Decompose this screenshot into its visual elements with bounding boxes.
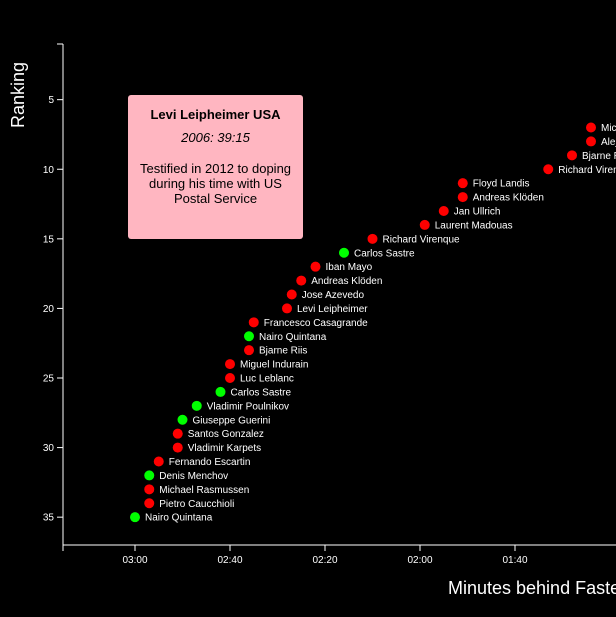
point-label: Francesco Casagrande	[264, 318, 368, 329]
data-point[interactable]	[286, 289, 297, 300]
point-label: Carlos Sastre	[231, 387, 292, 398]
tooltip-note: Testified in 2012 to doping during his t…	[139, 161, 292, 206]
data-points: Michael Rasmussen Alejandro Valverde Bjarn…	[130, 122, 616, 524]
data-point[interactable]	[144, 498, 155, 509]
y-tick-label: 15	[43, 234, 55, 245]
point-label: Floyd Landis	[473, 179, 530, 190]
data-point[interactable]	[586, 122, 596, 133]
data-point[interactable]	[310, 261, 321, 272]
point-label: Andreas Klöden	[473, 193, 544, 204]
y-tick-label: 10	[43, 165, 55, 176]
x-tick-label: 02:40	[217, 555, 242, 566]
point-label: Denis Menchov	[159, 471, 228, 482]
y-tick-label: 20	[43, 304, 55, 315]
point-label: Luc Leblanc	[240, 374, 294, 385]
data-point[interactable]	[172, 442, 183, 453]
point-label: Bjarne Riis	[259, 346, 307, 357]
point-label: Bjarne Riis	[582, 151, 616, 162]
data-point[interactable]	[191, 400, 202, 411]
point-label: Richard Virenque	[558, 165, 616, 176]
data-point[interactable]	[457, 192, 468, 203]
point-label: Fernando Escartin	[169, 457, 251, 468]
point-label: Miguel Indurain	[240, 360, 308, 371]
data-point[interactable]	[144, 484, 155, 495]
x-axis-title: Minutes behind Fastest Time	[448, 578, 616, 598]
data-point[interactable]	[339, 247, 349, 258]
x-tick-label: 02:00	[407, 555, 432, 566]
point-label: Michael Rasmussen	[159, 485, 249, 496]
point-label: Carlos Sastre	[354, 248, 415, 259]
point-label: Vladimir Karpets	[188, 443, 261, 454]
point-label: Michael Rasmussen	[601, 123, 616, 134]
data-point[interactable]	[225, 359, 235, 370]
y-tick-label: 30	[43, 443, 55, 454]
tooltip-time: 2006: 39:15	[181, 130, 250, 145]
point-label: Pietro Caucchioli	[159, 499, 234, 510]
point-label: Giuseppe Guerini	[193, 415, 271, 426]
y-tick-label: 5	[48, 95, 54, 106]
data-point[interactable]	[296, 275, 307, 286]
data-point[interactable]	[586, 136, 596, 147]
y-axis-title: Ranking	[8, 62, 28, 128]
point-label: Levi Leipheimer	[297, 304, 368, 315]
data-point[interactable]	[457, 178, 468, 189]
point-label: Nairo Quintana	[145, 513, 213, 524]
data-point[interactable]	[215, 386, 226, 397]
data-point[interactable]	[153, 456, 164, 467]
point-label: Alejandro Valverde	[601, 137, 616, 148]
data-point[interactable]	[144, 470, 155, 481]
point-label: Jose Azevedo	[302, 290, 365, 301]
y-tick-label: 35	[43, 513, 55, 524]
data-point[interactable]	[244, 331, 254, 342]
data-point[interactable]	[419, 219, 430, 230]
rider-tooltip: Levi Leipheimer USA 2006: 39:15 Testifie…	[128, 95, 303, 239]
x-tick-label: 02:20	[312, 555, 337, 566]
y-tick-label: 25	[43, 374, 55, 385]
point-label: Laurent Madouas	[435, 220, 513, 231]
data-point[interactable]	[367, 233, 378, 244]
point-label: Richard Virenque	[383, 234, 461, 245]
data-point[interactable]	[248, 317, 259, 328]
data-point[interactable]	[567, 150, 577, 161]
point-label: Jan Ullrich	[454, 207, 501, 218]
point-label: Andreas Klöden	[311, 276, 382, 287]
data-point[interactable]	[177, 414, 188, 425]
point-label: Iban Mayo	[326, 262, 373, 273]
point-label: Nairo Quintana	[259, 332, 327, 343]
data-point[interactable]	[172, 428, 183, 439]
point-label: Vladimir Poulnikov	[207, 401, 289, 412]
data-point[interactable]	[225, 373, 235, 383]
x-axis: 03:00 02:40 02:20 02:00 01:40	[62, 544, 616, 566]
tooltip-rider-name: Levi Leipheimer USA	[150, 107, 281, 122]
data-point[interactable]	[282, 303, 292, 314]
data-point[interactable]	[244, 345, 254, 356]
data-point[interactable]	[130, 512, 140, 523]
data-point[interactable]	[543, 164, 554, 175]
x-tick-label: 03:00	[122, 555, 147, 566]
x-tick-label: 01:40	[502, 555, 527, 566]
y-axis: 5 10 15 20 25 30 35	[43, 43, 64, 545]
data-point[interactable]	[438, 206, 449, 216]
point-label: Santos Gonzalez	[188, 429, 264, 440]
